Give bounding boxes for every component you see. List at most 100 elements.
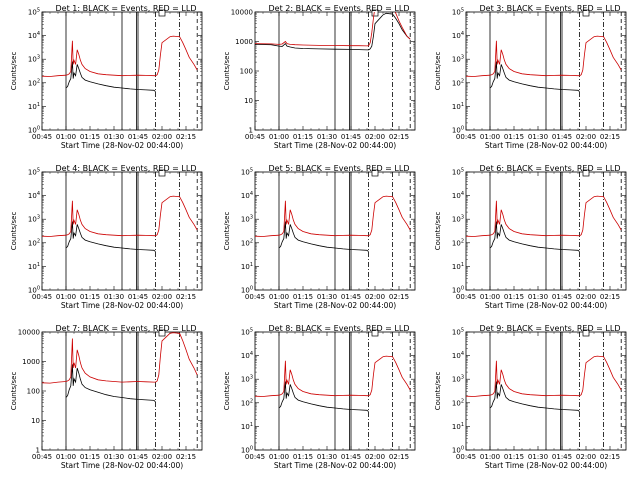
x-tick-label: 00:45 [456, 453, 476, 461]
x-tick-label: 02:15 [600, 293, 620, 301]
series-lld [255, 195, 411, 237]
y-tick-label: 101 [452, 422, 464, 431]
x-tick-label: 01:00 [480, 133, 500, 141]
y-axis-label: Counts/sec [10, 52, 18, 91]
x-tick-label: 01:15 [80, 133, 100, 141]
x-tick-label: 01:15 [80, 453, 100, 461]
y-tick-label: 1000 [235, 38, 253, 46]
x-tick-label: 00:45 [456, 293, 476, 301]
panel-title: Det 8: BLACK = Events, RED = LLD [269, 324, 410, 333]
y-tick-label: 100 [28, 126, 40, 135]
series-events [65, 221, 156, 253]
x-tick-label: 02:15 [389, 453, 409, 461]
series-events [489, 221, 580, 253]
x-tick-label: 01:30 [528, 453, 548, 461]
y-tick-label: 104 [452, 351, 464, 360]
x-tick-label: 01:15 [504, 293, 524, 301]
y-tick-label: 103 [28, 55, 40, 64]
series-events [65, 364, 156, 403]
y-tick-label: 101 [241, 422, 253, 431]
x-tick-label: 01:15 [80, 293, 100, 301]
series-lld [255, 12, 411, 47]
y-axis-label: Counts/sec [434, 212, 442, 251]
x-tick-label: 01:30 [528, 293, 548, 301]
x-tick-label: 02:15 [176, 453, 196, 461]
x-tick-label: 01:00 [480, 293, 500, 301]
y-tick-label: 104 [452, 191, 464, 200]
x-tick-label: 01:00 [56, 453, 76, 461]
y-tick-label: 105 [28, 8, 40, 17]
series-lld [466, 35, 622, 77]
x-tick-label: 01:15 [293, 453, 313, 461]
y-axis-label: Counts/sec [10, 212, 18, 251]
x-tick-label: 01:45 [552, 133, 572, 141]
x-axis-label: Start Time (28-Nov-02 00:44:00) [61, 301, 183, 310]
y-tick-label: 102 [28, 78, 40, 87]
x-tick-label: 00:45 [245, 453, 265, 461]
x-tick-label: 02:15 [600, 453, 620, 461]
panel-det-8: 100 101 102 103 104 105 00:45 01:00 01:15 01:30 01… [223, 324, 416, 470]
y-tick-label: 10 [31, 417, 40, 425]
x-axis-label: Start Time (28-Nov-02 00:44:00) [485, 141, 607, 150]
y-tick-label: 102 [241, 238, 253, 247]
x-tick-label: 02:15 [389, 133, 409, 141]
panel-title: Det 7: BLACK = Events, RED = LLD [56, 324, 197, 333]
x-tick-label: 00:45 [32, 293, 52, 301]
y-tick-label: 1000 [22, 358, 40, 366]
y-tick-label: 105 [241, 168, 253, 177]
interval-marker [582, 169, 590, 177]
y-axis-label: Counts/sec [434, 52, 442, 91]
x-tick-label: 01:45 [128, 293, 148, 301]
y-tick-label: 10 [244, 97, 253, 105]
x-tick-label: 01:45 [341, 133, 361, 141]
panel-title: Det 4: BLACK = Events, RED = LLD [56, 164, 197, 173]
y-tick-label: 104 [28, 191, 40, 200]
interval-marker [582, 9, 590, 17]
interval-marker [371, 9, 379, 17]
interval-marker [371, 329, 379, 337]
y-tick-label: 10000 [231, 9, 253, 17]
panel-det-9: 100 101 102 103 104 105 00:45 01:00 01:15 01:30 01… [434, 324, 627, 470]
y-axis-label: Counts/sec [10, 372, 18, 411]
y-axis-label: Counts/sec [223, 372, 231, 411]
y-axis-label: Counts/sec [223, 212, 231, 251]
x-tick-label: 01:30 [104, 293, 124, 301]
x-tick-label: 01:45 [552, 453, 572, 461]
y-tick-label: 100 [452, 126, 464, 135]
y-tick-label: 101 [452, 102, 464, 111]
y-tick-label: 104 [241, 191, 253, 200]
panel-det-5: 100 101 102 103 104 105 00:45 01:00 01:15 01:30 01… [223, 164, 416, 310]
y-axis-label: Counts/sec [223, 52, 231, 91]
x-tick-label: 02:00 [365, 293, 385, 301]
y-tick-label: 103 [241, 375, 253, 384]
panel-title: Det 3: BLACK = Events, RED = LLD [480, 4, 621, 13]
y-axis-label: Counts/sec [434, 372, 442, 411]
x-tick-label: 02:00 [152, 293, 172, 301]
y-tick-label: 100 [452, 286, 464, 295]
x-tick-label: 02:15 [389, 293, 409, 301]
y-tick-label: 103 [452, 55, 464, 64]
x-tick-label: 01:15 [293, 293, 313, 301]
panel-det-6: 100 101 102 103 104 105 00:45 01:00 01:15 01:30 01… [434, 164, 627, 310]
x-tick-label: 00:45 [245, 133, 265, 141]
y-tick-label: 105 [241, 328, 253, 337]
x-tick-label: 02:00 [576, 453, 596, 461]
y-tick-label: 100 [28, 286, 40, 295]
y-tick-label: 102 [452, 398, 464, 407]
x-tick-label: 01:15 [504, 453, 524, 461]
x-tick-label: 01:30 [104, 133, 124, 141]
y-tick-label: 105 [452, 168, 464, 177]
y-tick-label: 100 [240, 68, 253, 76]
x-tick-label: 02:00 [152, 133, 172, 141]
series-lld [466, 355, 622, 397]
series-lld [42, 332, 198, 384]
series-events [278, 381, 369, 413]
y-tick-label: 104 [241, 351, 253, 360]
x-tick-label: 01:45 [128, 453, 148, 461]
x-tick-label: 01:00 [269, 133, 289, 141]
series-events [255, 12, 411, 51]
y-tick-label: 102 [452, 78, 464, 87]
x-tick-label: 01:30 [317, 453, 337, 461]
y-tick-label: 105 [28, 168, 40, 177]
